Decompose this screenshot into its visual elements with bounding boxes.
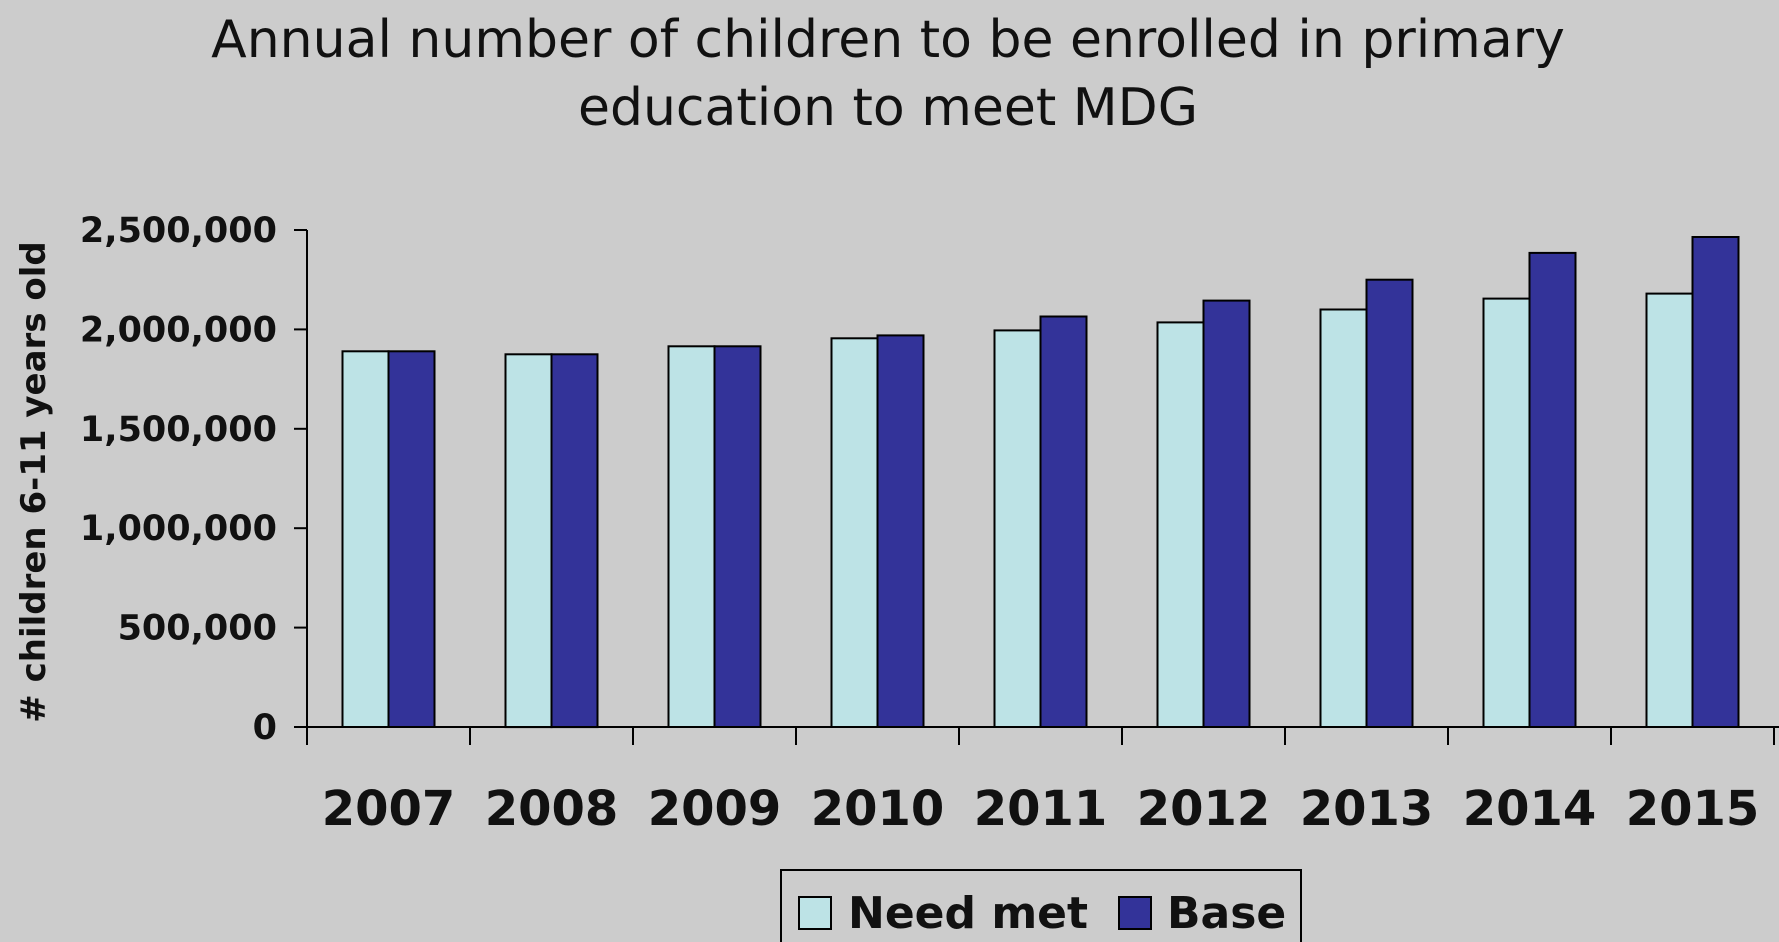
- bar-base-2012: [1202, 299, 1251, 728]
- x-tick-label: 2007: [322, 781, 456, 837]
- bar-need-met-2007: [341, 350, 390, 728]
- legend-label-need-met: Need met: [848, 888, 1088, 939]
- bar-base-2015: [1691, 236, 1740, 728]
- x-tick-label: 2009: [648, 781, 782, 837]
- chart-title: Annual number of children to be enrolled…: [211, 10, 1565, 138]
- x-tick-label: 2013: [1300, 781, 1434, 837]
- bar-base-2008: [550, 353, 599, 729]
- bar-need-met-2008: [504, 353, 553, 729]
- x-tick-label: 2011: [974, 781, 1108, 837]
- bar-base-2009: [713, 345, 762, 728]
- bar-need-met-2013: [1319, 308, 1368, 728]
- plot-area: 2007 2008 2009 2010 2011 2012 2013 2014 2015 0 500…: [80, 211, 1779, 837]
- x-tick-label: 2012: [1137, 781, 1271, 837]
- legend-box: [780, 869, 1302, 942]
- y-tick-label: 1,000,000: [80, 509, 277, 549]
- y-tick-label: 500,000: [118, 609, 277, 649]
- bar-need-met-2010: [830, 337, 879, 728]
- y-tick-label: 2,000,000: [80, 310, 277, 350]
- y-axis-label: # children 6-11 years old: [14, 241, 54, 722]
- legend-label-base: Base: [1167, 888, 1286, 939]
- x-tick-label: 2015: [1626, 781, 1760, 837]
- bar-base-2007: [387, 350, 436, 728]
- bar-base-2014: [1528, 251, 1577, 728]
- bar-need-met-2012: [1156, 321, 1205, 728]
- chart-title-line-2: education to meet MDG: [578, 78, 1198, 138]
- bar-need-met-2011: [993, 329, 1042, 728]
- bar-base-2011: [1039, 315, 1088, 728]
- x-tick-label: 2010: [811, 781, 945, 837]
- bar-base-2013: [1365, 278, 1414, 728]
- bar-need-met-2014: [1482, 297, 1531, 728]
- legend: Need met Base: [780, 869, 1302, 942]
- x-tick-label: 2008: [485, 781, 619, 837]
- y-tick-label: 2,500,000: [80, 211, 277, 251]
- bar-need-met-2015: [1645, 292, 1694, 728]
- x-tick-label: 2014: [1463, 781, 1597, 837]
- legend-swatch-need-met: [798, 896, 832, 930]
- y-tick-label: 1,500,000: [80, 410, 277, 450]
- y-tick-label: 0: [253, 708, 277, 748]
- bar-base-2010: [876, 334, 925, 728]
- legend-swatch-base: [1118, 896, 1152, 930]
- bar-need-met-2009: [667, 345, 716, 728]
- chart-title-line-1: Annual number of children to be enrolled…: [211, 10, 1565, 70]
